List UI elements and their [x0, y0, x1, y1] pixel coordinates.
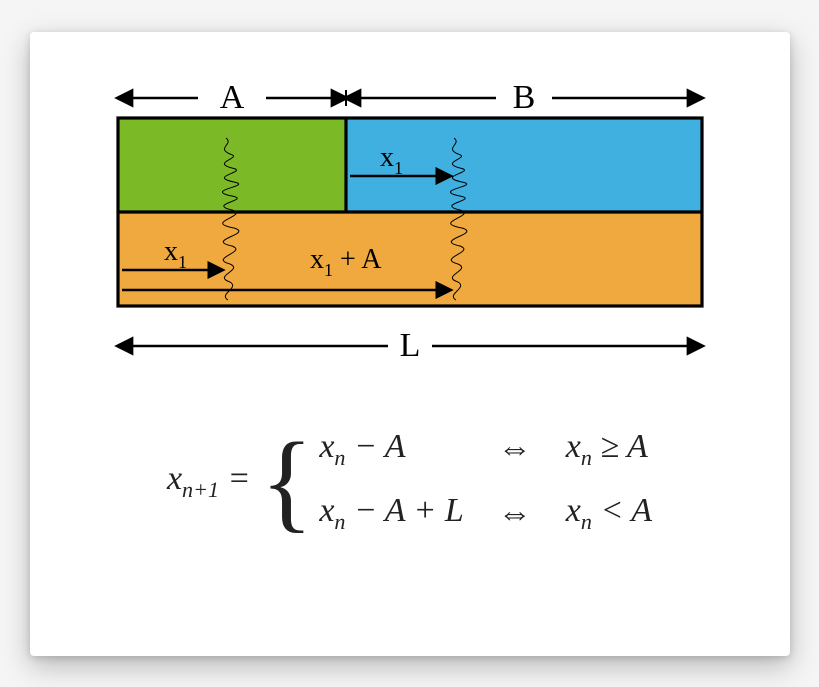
- case2-iff: ⇔: [498, 495, 532, 533]
- label-L: L: [399, 327, 420, 364]
- label-orange-x1A: x1 + A: [310, 244, 382, 280]
- case2-expr: xn − A + L: [319, 492, 463, 535]
- figure-card: A B: [30, 32, 790, 656]
- diagram-svg: A B: [78, 68, 742, 398]
- eq-lhs: xn+1 =: [167, 460, 251, 503]
- case2-cond: xn < A: [566, 492, 652, 535]
- dim-B: B: [346, 79, 702, 116]
- dim-L: L: [118, 327, 702, 364]
- case1-cond: xn ≥ A: [566, 428, 652, 471]
- eq-cases: xn − A ⇔ xn ≥ A xn − A + L ⇔ xn < A: [319, 428, 652, 536]
- case1-expr: xn − A: [319, 428, 463, 471]
- case1-iff: ⇔: [498, 430, 532, 468]
- equation: xn+1 = { xn − A ⇔ xn ≥ A xn − A + L ⇔ xn…: [78, 428, 742, 536]
- rect-orange: [118, 212, 702, 306]
- brace-icon: {: [261, 443, 314, 520]
- label-B: B: [512, 79, 535, 116]
- label-A: A: [219, 79, 244, 116]
- rect-green: [118, 118, 346, 212]
- dim-A: A: [118, 79, 346, 116]
- diagram-area: A B: [78, 68, 742, 398]
